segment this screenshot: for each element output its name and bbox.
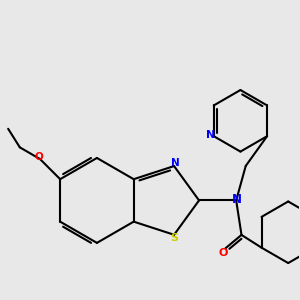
Text: N: N — [232, 194, 242, 206]
Text: N: N — [206, 130, 216, 140]
Text: O: O — [34, 152, 43, 162]
Text: O: O — [218, 248, 228, 259]
Text: N: N — [171, 158, 179, 168]
Text: S: S — [170, 233, 178, 244]
